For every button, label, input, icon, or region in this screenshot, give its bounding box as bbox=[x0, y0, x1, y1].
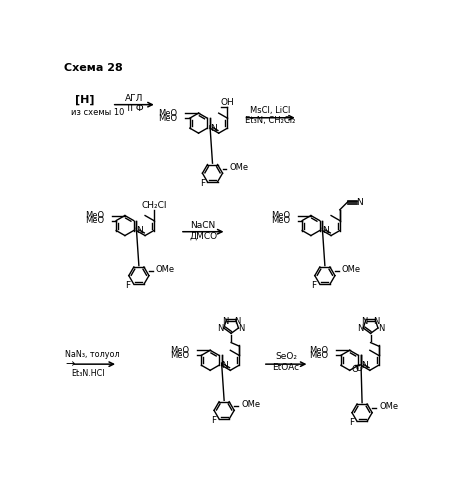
Text: N: N bbox=[356, 324, 363, 332]
Text: O: O bbox=[354, 364, 362, 373]
Text: N: N bbox=[360, 361, 367, 370]
Text: NaCN: NaCN bbox=[190, 221, 215, 230]
Text: OMe: OMe bbox=[241, 400, 260, 408]
Text: NaN₃, толуол: NaN₃, толуол bbox=[65, 350, 120, 358]
Text: OMe: OMe bbox=[229, 162, 248, 172]
Text: MeO: MeO bbox=[270, 211, 289, 220]
Text: F: F bbox=[348, 418, 353, 427]
Text: Et₃N, CH₂Cl₂: Et₃N, CH₂Cl₂ bbox=[245, 116, 295, 124]
Text: MeO: MeO bbox=[270, 216, 289, 225]
Text: N: N bbox=[209, 124, 216, 132]
Text: SeO₂: SeO₂ bbox=[274, 352, 297, 361]
Text: MeO: MeO bbox=[309, 351, 328, 360]
Text: [H]: [H] bbox=[74, 95, 94, 105]
Text: F: F bbox=[199, 178, 205, 188]
Text: OMe: OMe bbox=[156, 265, 175, 274]
Text: N: N bbox=[356, 198, 363, 206]
Text: N: N bbox=[360, 317, 367, 326]
Text: F: F bbox=[210, 416, 215, 425]
Text: ТГФ: ТГФ bbox=[125, 104, 143, 113]
Text: EtOAc: EtOAc bbox=[272, 364, 299, 372]
Text: OMe: OMe bbox=[341, 265, 360, 274]
Text: N: N bbox=[238, 324, 244, 332]
Text: N: N bbox=[321, 226, 328, 235]
Text: Схема 28: Схема 28 bbox=[63, 62, 122, 72]
Text: CH₂Cl: CH₂Cl bbox=[141, 200, 166, 209]
Text: N: N bbox=[377, 324, 383, 332]
Text: →: → bbox=[65, 359, 74, 369]
Text: F: F bbox=[125, 281, 130, 290]
Text: O: O bbox=[351, 366, 358, 374]
Text: N: N bbox=[221, 317, 228, 326]
Text: OMe: OMe bbox=[378, 402, 397, 411]
Text: N: N bbox=[373, 317, 379, 326]
Text: MeO: MeO bbox=[158, 114, 177, 122]
Text: N: N bbox=[221, 361, 228, 370]
Text: F: F bbox=[311, 281, 316, 290]
Text: MeO: MeO bbox=[85, 216, 104, 225]
Text: MeO: MeO bbox=[170, 346, 189, 355]
Text: OH: OH bbox=[220, 98, 234, 107]
Text: АГЛ: АГЛ bbox=[125, 94, 143, 103]
Text: N: N bbox=[234, 317, 240, 326]
Text: MsCl, LiCl: MsCl, LiCl bbox=[250, 106, 290, 114]
Text: из схемы 10: из схемы 10 bbox=[71, 108, 124, 117]
Text: MeO: MeO bbox=[85, 211, 104, 220]
Text: N: N bbox=[217, 324, 224, 332]
Text: MeO: MeO bbox=[309, 346, 328, 355]
Text: Et₃N.HCl: Et₃N.HCl bbox=[71, 369, 105, 378]
Text: ДМСО: ДМСО bbox=[189, 232, 217, 241]
Text: MeO: MeO bbox=[158, 108, 177, 118]
Text: MeO: MeO bbox=[170, 351, 189, 360]
Text: N: N bbox=[136, 226, 142, 235]
